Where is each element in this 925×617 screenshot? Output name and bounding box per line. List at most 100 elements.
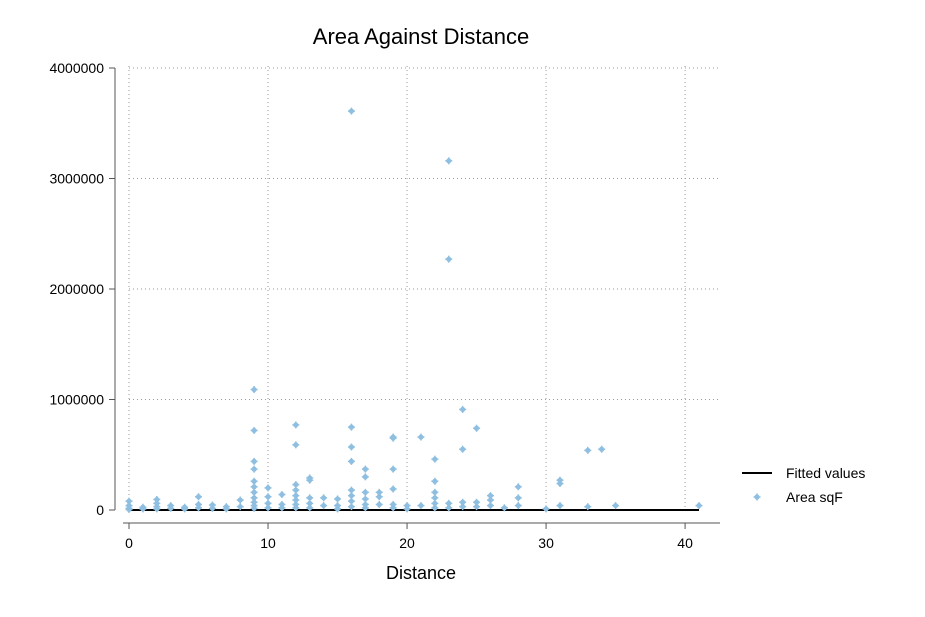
data-point <box>278 504 286 512</box>
data-point <box>306 476 314 484</box>
data-point <box>375 500 383 508</box>
data-point <box>236 503 244 511</box>
x-tick-label: 0 <box>125 535 133 551</box>
data-point <box>389 485 397 493</box>
data-point <box>250 465 258 473</box>
data-point <box>264 504 272 512</box>
y-tick-label: 4000000 <box>49 60 104 76</box>
data-point <box>361 488 369 496</box>
data-point <box>264 493 272 501</box>
tick-labels: 0 1000000 2000000 3000000 4000000 0 10 20 30 40 <box>49 60 693 551</box>
data-point <box>334 505 342 513</box>
data-point <box>347 492 355 500</box>
data-point <box>514 494 522 502</box>
data-point <box>486 492 494 500</box>
x-tick-label: 30 <box>538 535 554 551</box>
data-point <box>347 443 355 451</box>
data-point <box>361 473 369 481</box>
data-point <box>250 457 258 465</box>
grid-lines <box>128 66 720 510</box>
data-point <box>556 479 564 487</box>
data-point <box>292 441 300 449</box>
x-tick-label: 40 <box>677 535 693 551</box>
scatter-points <box>125 107 703 513</box>
data-point <box>250 426 258 434</box>
data-point <box>250 504 258 512</box>
data-point <box>486 502 494 510</box>
data-point <box>347 457 355 465</box>
data-point <box>389 504 397 512</box>
data-point <box>445 255 453 263</box>
data-point <box>514 483 522 491</box>
data-point <box>250 483 258 491</box>
data-point <box>431 477 439 485</box>
chart-title: Area Against Distance <box>313 24 529 49</box>
data-point <box>250 386 258 394</box>
data-point <box>445 504 453 512</box>
data-point <box>500 504 508 512</box>
data-point <box>431 455 439 463</box>
data-point <box>403 505 411 513</box>
data-point <box>375 488 383 496</box>
data-point <box>445 157 453 165</box>
data-point <box>361 465 369 473</box>
legend-scatter-label: Area sqF <box>786 489 843 505</box>
y-tick-label: 0 <box>96 502 104 518</box>
data-point <box>208 504 216 512</box>
data-point <box>236 496 244 504</box>
data-point <box>292 492 300 500</box>
data-point <box>473 498 481 506</box>
axes <box>109 67 720 529</box>
data-point <box>584 503 592 511</box>
data-point <box>264 484 272 492</box>
data-point <box>278 491 286 499</box>
x-tick-label: 10 <box>260 535 276 551</box>
data-point <box>125 497 133 505</box>
data-point <box>459 503 467 511</box>
data-point <box>347 107 355 115</box>
y-tick-label: 1000000 <box>49 392 104 408</box>
data-point <box>153 496 161 504</box>
data-point <box>167 504 175 512</box>
data-point <box>375 493 383 501</box>
data-point <box>417 502 425 510</box>
y-tick-label: 3000000 <box>49 171 104 187</box>
data-point <box>542 505 550 513</box>
data-point <box>459 405 467 413</box>
data-point <box>195 493 203 501</box>
legend-scatter-marker <box>753 493 761 501</box>
data-point <box>195 504 203 512</box>
legend: Fitted values Area sqF <box>742 465 865 505</box>
data-point <box>306 504 314 512</box>
x-axis-label: Distance <box>386 563 456 583</box>
data-point <box>417 433 425 441</box>
legend-fitted-label: Fitted values <box>786 465 865 481</box>
data-point <box>153 505 161 513</box>
data-point <box>334 495 342 503</box>
data-point <box>320 502 328 510</box>
data-point <box>431 504 439 512</box>
data-point <box>292 421 300 429</box>
data-point <box>389 434 397 442</box>
data-point <box>514 502 522 510</box>
data-point <box>125 505 133 513</box>
data-point <box>584 446 592 454</box>
data-point <box>306 499 314 507</box>
data-point <box>473 424 481 432</box>
data-point <box>292 504 300 512</box>
x-tick-label: 20 <box>399 535 415 551</box>
data-point <box>695 502 703 510</box>
data-point <box>459 445 467 453</box>
legend-marker-shape <box>753 493 761 501</box>
data-point <box>473 503 481 511</box>
data-point <box>361 504 369 512</box>
data-point <box>139 505 147 513</box>
data-point <box>556 502 564 510</box>
y-tick-label: 2000000 <box>49 281 104 297</box>
data-point <box>389 465 397 473</box>
data-point <box>347 423 355 431</box>
data-point <box>320 494 328 502</box>
data-point <box>347 503 355 511</box>
data-point <box>598 445 606 453</box>
